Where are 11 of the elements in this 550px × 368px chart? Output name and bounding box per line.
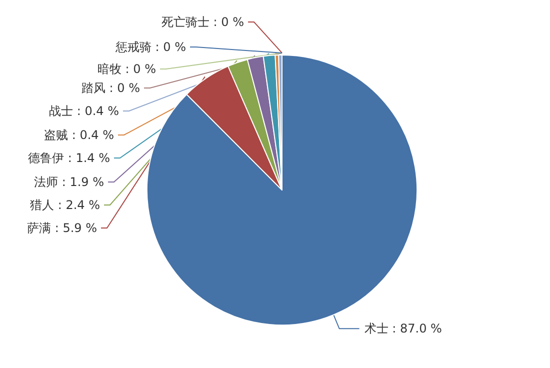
slice-label: 德鲁伊 : 1.4 % <box>28 151 110 165</box>
slice-label: 术士 : 87.0 % <box>364 322 442 336</box>
slice-label: 法师 : 1.9 % <box>34 175 104 189</box>
category-label: 惩戒骑 : 0 % <box>115 40 186 54</box>
category-label: 踏风 : 0 % <box>81 81 140 95</box>
slice-label: 猎人 : 2.4 % <box>30 198 100 212</box>
slice-label: 战士 : 0.4 % <box>49 104 119 118</box>
category-label: 暗牧 : 0 % <box>97 62 156 76</box>
slice-label: 盗贼 : 0.4 % <box>44 128 114 142</box>
category-label: 死亡骑士 : 0 % <box>161 15 244 29</box>
slice-label: 萨满 : 5.9 % <box>27 221 97 235</box>
